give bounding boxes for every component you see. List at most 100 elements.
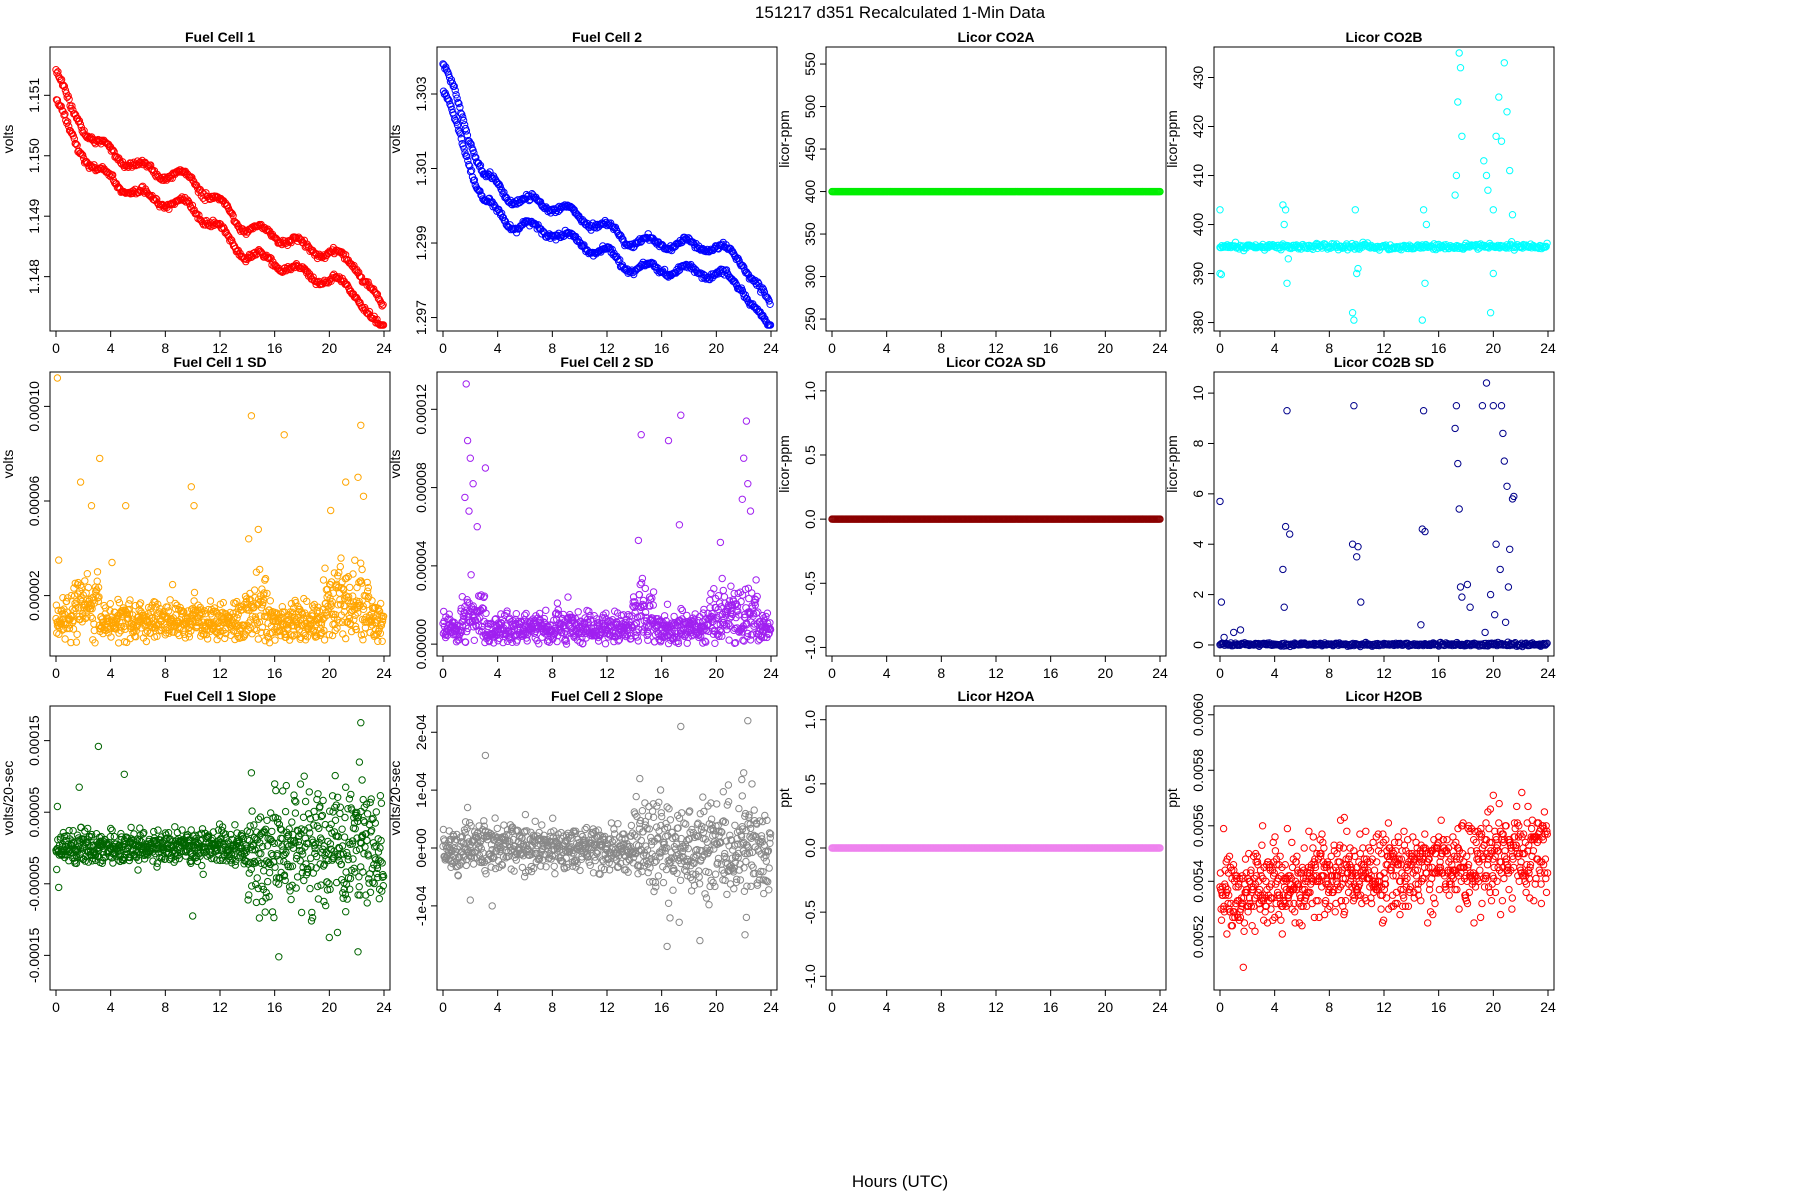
data-point — [1482, 379, 1491, 387]
x-tick-label: 12 — [599, 340, 615, 356]
y-tick-label: 10 — [1190, 385, 1206, 401]
data-point — [716, 538, 725, 547]
figure-xlabel: Hours (UTC) — [852, 1172, 948, 1191]
data-point — [63, 93, 71, 102]
data-point — [268, 261, 276, 269]
data-point — [1463, 580, 1472, 589]
x-tick-label: 16 — [1431, 665, 1447, 681]
y-tick-label: 420 — [1190, 115, 1206, 139]
data-point — [727, 582, 735, 590]
data-point — [1456, 583, 1465, 591]
x-tick-label: 12 — [599, 665, 615, 681]
y-tick-label: 1.301 — [413, 151, 429, 186]
data-point — [1481, 628, 1489, 637]
data-point — [637, 431, 645, 439]
y-tick-label: 0 — [1190, 641, 1206, 649]
data-point — [65, 122, 73, 131]
data-point — [1504, 583, 1513, 591]
data-point — [61, 86, 70, 94]
data-point — [474, 159, 483, 167]
data-point — [359, 492, 368, 500]
data-point — [1489, 269, 1498, 278]
x-tick-label: 24 — [1540, 665, 1556, 681]
data-point — [1506, 166, 1514, 175]
data-point — [459, 113, 467, 121]
x-tick-label: 16 — [1043, 340, 1059, 356]
data-point — [1486, 590, 1495, 599]
data-point — [1451, 191, 1459, 199]
data-point — [195, 211, 203, 219]
data-point — [126, 596, 134, 604]
data-point — [564, 593, 572, 601]
data-point — [110, 148, 118, 156]
y-tick-label: 0.00008 — [413, 462, 429, 513]
x-tick-label: 4 — [107, 340, 115, 356]
data-point — [54, 68, 62, 76]
data-point — [168, 580, 177, 589]
x-tick-label: 4 — [494, 665, 502, 681]
data-point — [649, 588, 658, 596]
data-point — [462, 127, 471, 135]
x-tick-label: 8 — [161, 340, 169, 356]
y-tick-label: 1.297 — [413, 300, 429, 335]
data-point — [644, 636, 652, 644]
data-point — [1503, 108, 1511, 116]
y-tick-label: 300 — [802, 265, 818, 289]
plot-frame — [436, 46, 778, 332]
x-tick-label: 0 — [52, 665, 60, 681]
data-point — [634, 536, 643, 545]
data-point — [542, 606, 550, 614]
data-point — [280, 431, 288, 439]
data-point — [1500, 457, 1509, 465]
data-point — [1216, 497, 1224, 506]
data-point — [378, 637, 386, 645]
data-point — [742, 417, 751, 425]
data-point — [1350, 316, 1358, 324]
data-point — [766, 321, 775, 329]
data-point — [466, 167, 475, 176]
data-point — [466, 454, 474, 462]
data-point — [73, 630, 81, 638]
x-tick-label: 12 — [212, 340, 228, 356]
data-point — [136, 599, 145, 607]
x-tick-label: 20 — [322, 665, 338, 681]
points-group — [52, 66, 388, 329]
y-tick-label: 550 — [802, 52, 818, 76]
data-point — [379, 301, 387, 309]
data-point — [152, 194, 160, 203]
data-point — [1506, 545, 1514, 553]
data-point — [450, 82, 458, 91]
panel-title: Fuel Cell 2 SD — [560, 354, 653, 370]
y-tick-label: 8 — [1190, 439, 1206, 447]
data-point — [445, 73, 454, 82]
y-tick-label: 0.0 — [802, 509, 818, 529]
points-group — [52, 374, 388, 647]
y-tick-label: 0.00004 — [413, 540, 429, 591]
data-point — [78, 150, 86, 159]
data-point — [466, 162, 474, 170]
points-group — [439, 380, 775, 648]
data-point — [522, 609, 530, 618]
data-point — [1419, 206, 1428, 214]
data-point — [531, 220, 539, 228]
x-tick-label: 16 — [654, 665, 670, 681]
data-point — [188, 201, 197, 210]
data-point — [181, 634, 190, 642]
data-point — [53, 374, 62, 382]
data-point — [309, 273, 317, 281]
data-point — [754, 278, 762, 286]
data-point — [1217, 598, 1226, 606]
data-point — [83, 570, 92, 578]
x-tick-label: 24 — [376, 340, 392, 356]
data-point — [59, 81, 68, 89]
panel-title: Licor CO2B SD — [1334, 354, 1434, 370]
x-tick-label: 0 — [52, 340, 60, 356]
data-point — [1421, 279, 1429, 287]
data-point — [1458, 593, 1466, 601]
data-point — [465, 161, 473, 169]
data-point — [740, 454, 748, 462]
